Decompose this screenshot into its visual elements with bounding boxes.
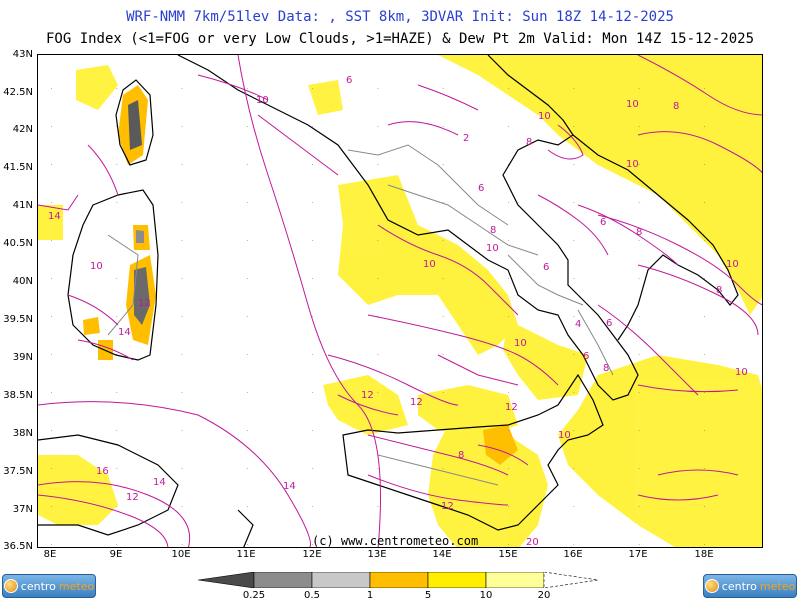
lat-label: 37N bbox=[12, 504, 33, 515]
legend-label: 0.25 bbox=[242, 590, 266, 601]
contour-label: 8 bbox=[458, 450, 464, 461]
legend-swatch-2 bbox=[311, 572, 371, 588]
contour-label: 4 bbox=[575, 319, 581, 330]
lon-label: 16E bbox=[563, 549, 583, 560]
contour-label: 8 bbox=[526, 137, 532, 148]
contour-label: 10 bbox=[626, 99, 639, 110]
contour-label: 10 bbox=[558, 430, 571, 441]
contour-label: 8 bbox=[673, 101, 679, 112]
legend-swatch-6 bbox=[543, 572, 598, 588]
contour-label: 12 bbox=[410, 397, 423, 408]
contour-label: 20 bbox=[526, 537, 539, 548]
contour-label: 16 bbox=[96, 466, 109, 477]
lon-label: 10E bbox=[171, 549, 191, 560]
legend-swatch-1 bbox=[253, 572, 313, 588]
color-legend bbox=[198, 572, 598, 588]
centrometeo-logo-right[interactable]: centro meteo bbox=[703, 574, 797, 598]
legend-label: 1 bbox=[366, 590, 374, 601]
contour-labels: 10 10 10 10 10 10 10 10 10 10 10 8 8 8 8… bbox=[48, 75, 748, 548]
contour-label: 14 bbox=[283, 481, 296, 492]
contour-label: 14 bbox=[48, 211, 61, 222]
contour-label: 6 bbox=[583, 351, 589, 362]
lon-label: 18E bbox=[694, 549, 714, 560]
contour-label: 2 bbox=[463, 133, 469, 144]
lon-label: 12E bbox=[302, 549, 322, 560]
lon-label: 8E bbox=[43, 549, 57, 560]
legend-label: 0.5 bbox=[304, 590, 320, 601]
contour-label: 12 bbox=[505, 402, 518, 413]
contour-label: 6 bbox=[346, 75, 352, 86]
contour-label: 8 bbox=[636, 227, 642, 238]
contour-label: 6 bbox=[543, 262, 549, 273]
contour-label: 10 bbox=[423, 259, 436, 270]
lon-label: 15E bbox=[498, 549, 518, 560]
contour-label: 6 bbox=[600, 217, 606, 228]
centrometeo-logo-left[interactable]: centro meteo bbox=[2, 574, 96, 598]
lat-label: 42N bbox=[12, 124, 33, 135]
lat-label: 40.5N bbox=[3, 238, 33, 249]
contour-label: 6 bbox=[606, 318, 612, 329]
coastlines bbox=[38, 55, 739, 547]
lat-label: 40N bbox=[12, 276, 33, 287]
lat-label: 37.5N bbox=[3, 466, 33, 477]
contour-label: 10 bbox=[90, 261, 103, 272]
contour-label: 12 bbox=[441, 501, 454, 512]
contour-label: 12 bbox=[126, 492, 139, 503]
legend-swatch-3 bbox=[369, 572, 429, 588]
map-title-line1: WRF-NMM 7km/51lev Data: , SST 8km, 3DVAR… bbox=[126, 9, 674, 25]
contour-label: 12 bbox=[138, 298, 151, 309]
lat-label: 39.5N bbox=[3, 314, 33, 325]
globe-icon bbox=[704, 579, 719, 593]
contour-label: 8 bbox=[490, 225, 496, 236]
lat-label: 38N bbox=[12, 428, 33, 439]
lon-label: 14E bbox=[432, 549, 452, 560]
contour-label: 14 bbox=[118, 327, 131, 338]
map-title-line2: FOG Index (<1=FOG or very Low Clouds, >1… bbox=[45, 31, 754, 47]
lat-label: 41.5N bbox=[3, 162, 33, 173]
contour-label: 10 bbox=[486, 243, 499, 254]
contour-label: 10 bbox=[626, 159, 639, 170]
logo-text-part1: centro bbox=[721, 579, 757, 593]
map-svg: 10 10 10 10 10 10 10 10 10 10 10 8 8 8 8… bbox=[38, 55, 762, 548]
dewpoint-contours bbox=[38, 55, 762, 547]
contour-label: 14 bbox=[153, 477, 166, 488]
lat-label: 42.5N bbox=[3, 87, 33, 98]
legend-label: 20 bbox=[537, 590, 551, 601]
lon-label: 13E bbox=[367, 549, 387, 560]
contour-label: 10 bbox=[726, 259, 739, 270]
lat-label: 43N bbox=[12, 49, 33, 60]
lon-label: 17E bbox=[628, 549, 648, 560]
map-plot-area: 10 10 10 10 10 10 10 10 10 10 10 8 8 8 8… bbox=[37, 54, 763, 548]
logo-text-part1: centro bbox=[20, 579, 56, 593]
lon-label: 11E bbox=[236, 549, 256, 560]
lon-label: 9E bbox=[109, 549, 123, 560]
region-borders bbox=[107, 144, 614, 486]
lat-label: 36.5N bbox=[3, 541, 33, 552]
legend-label: 5 bbox=[424, 590, 432, 601]
contour-label: 10 bbox=[256, 95, 269, 106]
contour-label: 8 bbox=[603, 363, 609, 374]
legend-swatch-4 bbox=[427, 572, 487, 588]
contour-label: 12 bbox=[361, 390, 374, 401]
lat-label: 39N bbox=[12, 352, 33, 363]
lat-label: 38.5N bbox=[3, 390, 33, 401]
legend-swatch-0 bbox=[198, 572, 255, 588]
globe-icon bbox=[3, 579, 18, 593]
contour-label: 8 bbox=[716, 285, 722, 296]
contour-label: 10 bbox=[735, 367, 748, 378]
logo-text-part2: meteo bbox=[58, 579, 95, 593]
copyright-credit: (c) www.centrometeo.com bbox=[312, 534, 479, 548]
legend-label: 10 bbox=[479, 590, 493, 601]
logo-text-part2: meteo bbox=[759, 579, 796, 593]
contour-label: 6 bbox=[478, 183, 484, 194]
lat-label: 41N bbox=[12, 200, 33, 211]
contour-label: 10 bbox=[538, 111, 551, 122]
contour-label: 10 bbox=[514, 338, 527, 349]
legend-swatch-5 bbox=[485, 572, 545, 588]
